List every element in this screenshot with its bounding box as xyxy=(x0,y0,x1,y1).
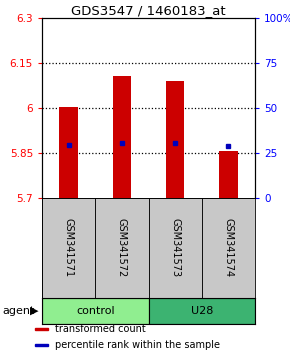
Bar xyxy=(148,298,255,324)
Bar xyxy=(42,298,148,324)
Text: agent: agent xyxy=(2,306,35,316)
Text: percentile rank within the sample: percentile rank within the sample xyxy=(55,340,220,350)
Text: GSM341571: GSM341571 xyxy=(64,218,74,278)
Text: control: control xyxy=(76,306,115,316)
Bar xyxy=(42,198,95,298)
Bar xyxy=(113,76,131,198)
Title: GDS3547 / 1460183_at: GDS3547 / 1460183_at xyxy=(71,4,226,17)
Text: GSM341574: GSM341574 xyxy=(223,218,233,278)
Bar xyxy=(148,198,202,298)
Text: GSM341573: GSM341573 xyxy=(170,218,180,278)
Bar xyxy=(35,328,48,330)
Text: transformed count: transformed count xyxy=(55,324,146,334)
Bar xyxy=(35,344,48,346)
Bar xyxy=(95,198,148,298)
Bar xyxy=(202,198,255,298)
Bar xyxy=(59,107,78,198)
Text: GSM341572: GSM341572 xyxy=(117,218,127,278)
Text: U28: U28 xyxy=(191,306,213,316)
Bar xyxy=(166,81,184,198)
Text: ▶: ▶ xyxy=(30,306,39,316)
Bar xyxy=(219,152,238,198)
